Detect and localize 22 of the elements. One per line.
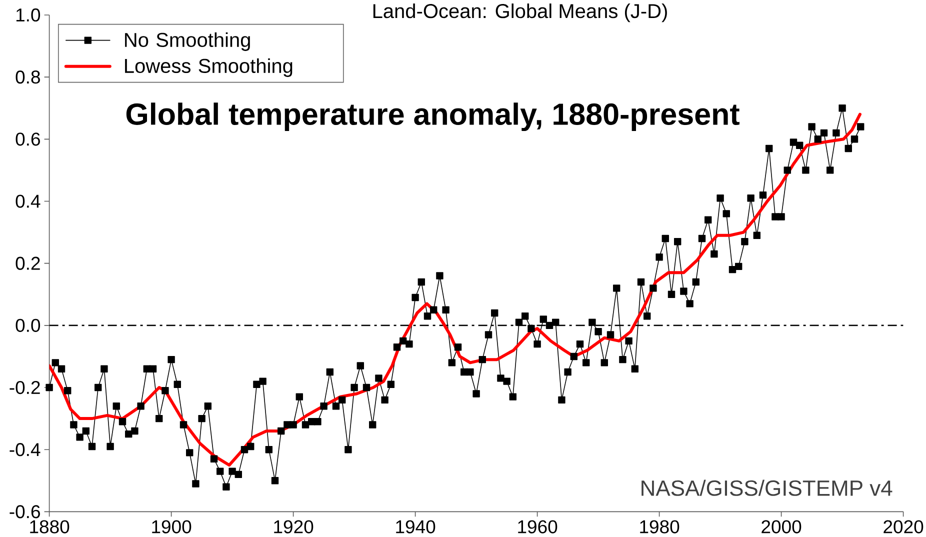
- y-tick-label: -0.2: [10, 380, 40, 394]
- x-tick-label: 1900: [152, 520, 192, 534]
- x-tick-label: 1880: [30, 520, 70, 534]
- y-tick-label: 1.0: [16, 8, 40, 22]
- x-tick-label: 1940: [396, 520, 436, 534]
- x-tick-label: 2000: [762, 520, 802, 534]
- y-tick-label: -0.4: [10, 443, 40, 456]
- x-tick-label: 1920: [274, 520, 314, 534]
- y-tick-label: 0.6: [16, 132, 40, 146]
- legend-label: Lowess Smoothing: [125, 58, 292, 77]
- text: Global temperature anomaly, 1880-present: [126, 102, 740, 132]
- y-tick-label: -0.6: [10, 505, 40, 518]
- y-tick-label: 0.8: [16, 70, 40, 84]
- y-tick-label: 0.2: [16, 256, 40, 270]
- y-tick-label: 0.0: [16, 318, 40, 332]
- legend-label: No Smoothing: [125, 32, 250, 51]
- annotation: NASA/GISS/GISTEMP v4: [642, 480, 892, 496]
- y-tick-label: 0.4: [16, 194, 40, 208]
- chart-title: Land-Ocean: Global Means (J-D): [373, 3, 667, 22]
- x-tick-label: 1980: [640, 520, 680, 534]
- x-tick-label: 1960: [518, 520, 558, 534]
- x-tick-label: 2020: [884, 520, 924, 534]
